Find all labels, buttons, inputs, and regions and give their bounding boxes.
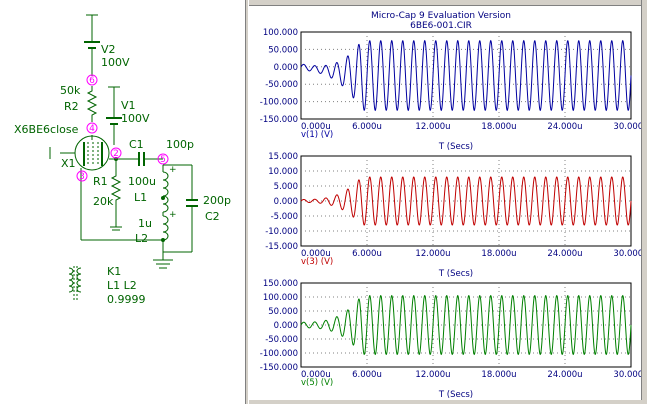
y-tick-label: -150.000: [260, 363, 298, 373]
x-tick-label: 6.000u: [352, 122, 382, 132]
node-marker-4: [86, 122, 98, 134]
node-marker-2: [110, 147, 122, 159]
x-tick-label: 6.000u: [352, 249, 382, 259]
x-tick-label: 24.000u: [547, 122, 582, 132]
c1-name: C1: [129, 138, 144, 151]
y-tick-label: 100.000: [263, 293, 298, 303]
y-tick-label: -150.000: [260, 115, 298, 125]
waveform-2: [300, 294, 632, 356]
y-tick-label: -15.000: [265, 242, 298, 252]
k1-value: 0.9999: [107, 293, 146, 306]
y-tick-label: -100.000: [260, 98, 298, 108]
node-6-label: 6: [89, 76, 95, 86]
node-marker-6: [86, 74, 98, 86]
l2-name: L2: [135, 232, 148, 245]
v2-name: V2: [101, 43, 116, 56]
window-frame: [249, 0, 647, 6]
y-axis-label: v(5) (V): [301, 378, 333, 388]
x-tick-label: 12.000u: [415, 370, 450, 380]
r2-resistor[interactable]: [86, 86, 98, 122]
y-tick-label: -50.000: [265, 80, 298, 90]
k1-coil-left: [68, 267, 74, 293]
window-frame-bottom: [249, 400, 647, 404]
y-tick-label: 100.000: [263, 28, 298, 38]
y-tick-label: -50.000: [265, 335, 298, 345]
x-tick-label: 0.000u: [301, 249, 331, 259]
plot-canvas[interactable]: Micro-Cap 9 Evaluation Version 6BE6-001.…: [249, 0, 647, 404]
v1-name: V1: [121, 99, 136, 112]
y-tick-label: 0.000: [274, 197, 298, 207]
y-axis-label: v(1) (V): [301, 130, 333, 140]
c2-name: C2: [205, 210, 220, 223]
y-tick-label: 150.000: [263, 279, 298, 289]
x-tick-label: 24.000u: [547, 249, 582, 259]
plot-subtitle: 6BE6-001.CIR: [410, 21, 472, 31]
y-tick-label: 0.000: [274, 321, 298, 331]
c1-value: 100p: [166, 138, 194, 151]
x1-model: X6BE6close: [14, 123, 79, 136]
x-tick-label: 0.000u: [301, 370, 331, 380]
x-axis-label: T (Secs): [438, 390, 473, 400]
r2-name: R2: [64, 100, 79, 113]
x-axis-label: T (Secs): [438, 269, 473, 279]
x-tick-label: 30.000u: [613, 370, 647, 380]
r1-value: 20k: [93, 195, 114, 208]
r2-value: 50k: [60, 84, 81, 97]
x-tick-label: 6.000u: [352, 370, 382, 380]
k1-coil-right: [76, 267, 82, 293]
x-tick-label: 18.000u: [481, 122, 516, 132]
v2-value: 100V: [101, 56, 130, 69]
x-axis-label: T (Secs): [438, 142, 473, 152]
v1-value: 100V: [121, 112, 150, 125]
x-tick-label: 12.000u: [415, 249, 450, 259]
node-4-label: 4: [89, 124, 95, 134]
l1-name: L1: [134, 191, 147, 204]
r1-resistor[interactable]: [110, 172, 122, 227]
y-tick-label: 0.000: [274, 63, 298, 73]
x1-name: X1: [61, 157, 76, 170]
x1-tube-envelope[interactable]: [74, 135, 110, 171]
r1-name: R1: [93, 175, 108, 188]
node-marker-5: [157, 153, 169, 165]
l2-inductor[interactable]: [162, 215, 169, 241]
node-3-label: 3: [79, 172, 85, 182]
y-tick-label: -5.000: [271, 212, 298, 222]
x-tick-label: 30.000u: [613, 122, 647, 132]
vertical-scrollbar[interactable]: [641, 0, 647, 404]
l1-value: 100u: [128, 175, 156, 188]
node-2-label: 2: [113, 149, 119, 159]
y-tick-label: -100.000: [260, 349, 298, 359]
y-tick-label: 15.000: [268, 152, 298, 162]
x-tick-label: 30.000u: [613, 249, 647, 259]
y-tick-label: 10.000: [268, 167, 298, 177]
l1-inductor[interactable]: [162, 171, 169, 213]
x-tick-label: 18.000u: [481, 370, 516, 380]
y-tick-label: 50.000: [268, 307, 298, 317]
junction-dot: [161, 238, 165, 242]
x-tick-label: 24.000u: [547, 370, 582, 380]
l2-value: 1u: [138, 217, 152, 230]
analysis-plot-window[interactable]: Micro-Cap 9 Evaluation Version 6BE6-001.…: [249, 0, 647, 404]
plot-title: Micro-Cap 9 Evaluation Version: [371, 11, 511, 21]
waveform-1: [300, 176, 632, 226]
y-axis-label: v(3) (V): [301, 257, 333, 267]
waveform-0: [300, 39, 632, 112]
node-5-label: 5: [160, 155, 166, 165]
schematic-canvas[interactable]: 6 4 2 5 3 V2 100V 50k R2 V1 100V X6BE6cl…: [0, 0, 247, 404]
y-tick-label: 50.000: [268, 45, 298, 55]
l2-polarity: +: [169, 210, 177, 220]
c2-value: 200p: [203, 194, 231, 207]
node-marker-3: [76, 170, 88, 182]
pane-splitter[interactable]: [245, 0, 249, 404]
l1-polarity: +: [169, 165, 177, 175]
k1-name: K1: [107, 265, 121, 278]
x-tick-label: 18.000u: [481, 249, 516, 259]
junction-dot: [161, 196, 165, 200]
y-tick-label: -10.000: [265, 227, 298, 237]
x-tick-label: 12.000u: [415, 122, 450, 132]
x-tick-label: 0.000u: [301, 122, 331, 132]
k1-inductors: L1 L2: [107, 279, 137, 292]
y-tick-label: 5.000: [274, 182, 298, 192]
schematic-pane[interactable]: 6 4 2 5 3 V2 100V 50k R2 V1 100V X6BE6cl…: [0, 0, 247, 404]
